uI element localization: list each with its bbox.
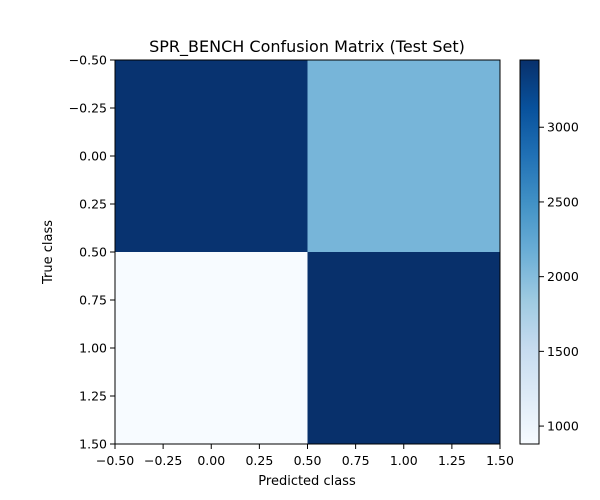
y-tick-label: 0.50 xyxy=(79,245,107,260)
x-tick-label: 1.25 xyxy=(438,453,466,468)
x-tick-label: −0.50 xyxy=(96,453,134,468)
y-tick-label: 1.25 xyxy=(79,389,107,404)
x-axis-ticks: −0.50 −0.25 0.00 0.25 0.50 0.75 1.00 1.25 1.50 xyxy=(96,444,514,468)
colorbar-tick-label: 2500 xyxy=(547,194,579,209)
y-axis-label: True class xyxy=(41,220,56,285)
x-tick-label: 0.50 xyxy=(294,453,322,468)
y-tick-label: 1.00 xyxy=(79,341,107,356)
chart-title: SPR_BENCH Confusion Matrix (Test Set) xyxy=(149,37,465,57)
heatmap-cell-r0-c0 xyxy=(115,60,308,252)
y-tick-label: −0.25 xyxy=(69,101,107,116)
y-tick-label: 0.25 xyxy=(79,197,107,212)
colorbar-ticks: 1000 1500 2000 2500 3000 xyxy=(539,120,579,434)
heatmap-cell-r1-c1 xyxy=(307,252,500,444)
y-tick-label: 0.75 xyxy=(79,293,107,308)
y-tick-label: 1.50 xyxy=(79,437,107,452)
x-axis-label: Predicted class xyxy=(258,474,356,489)
colorbar xyxy=(519,59,540,445)
x-tick-label: 0.00 xyxy=(197,453,225,468)
x-tick-label: 1.00 xyxy=(390,453,418,468)
y-tick-label: 0.00 xyxy=(79,149,107,164)
colorbar-tick-label: 1000 xyxy=(547,419,579,434)
y-axis-ticks: −0.50 −0.25 0.00 0.25 0.50 0.75 1.00 1.25 1.50 xyxy=(69,53,115,452)
heatmap-cell-r0-c1 xyxy=(307,60,500,252)
colorbar-tick-label: 3000 xyxy=(547,120,579,135)
colorbar-tick-label: 2000 xyxy=(547,269,579,284)
heatmap-cells xyxy=(115,60,500,444)
x-tick-label: 0.75 xyxy=(342,453,370,468)
colorbar-tick-label: 1500 xyxy=(547,344,579,359)
x-tick-label: 0.25 xyxy=(245,453,273,468)
x-tick-label: −0.25 xyxy=(144,453,182,468)
heatmap-cell-r1-c0 xyxy=(115,252,308,444)
y-tick-label: −0.50 xyxy=(69,53,107,68)
x-tick-label: 1.50 xyxy=(486,453,514,468)
